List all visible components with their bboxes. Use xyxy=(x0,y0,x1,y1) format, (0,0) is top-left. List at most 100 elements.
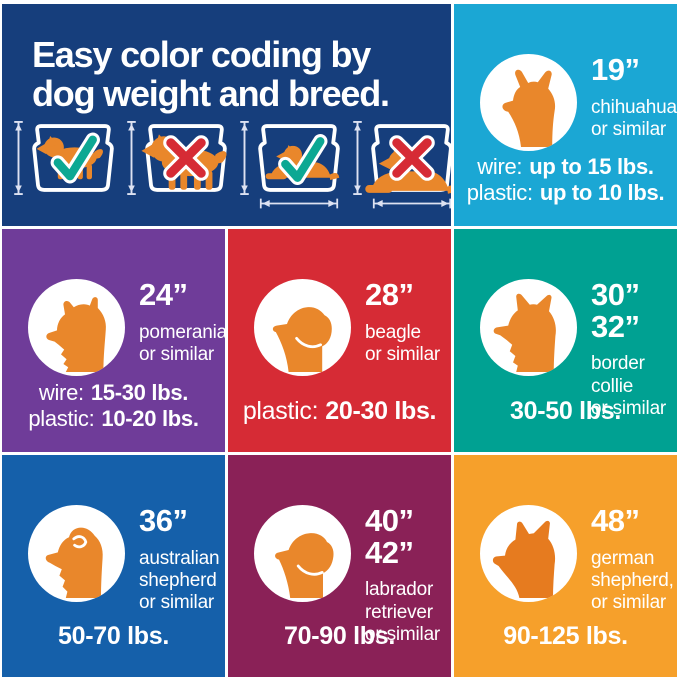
crate-standing-dog-fit-icon xyxy=(32,124,114,192)
weight-value: up to 10 lbs. xyxy=(539,180,665,206)
breed-line: or similar xyxy=(365,624,441,646)
breed-line: pomeranian xyxy=(139,321,225,343)
breed-circle xyxy=(480,54,577,151)
crate-size: 48” xyxy=(591,503,640,538)
weight-value: 30-50 lbs. xyxy=(510,396,621,425)
panel-grid: Easy color coding by dog weight and bree… xyxy=(2,4,677,677)
crate-size: 28” xyxy=(365,277,414,312)
crate-lying-dog-fit-icon xyxy=(258,124,340,192)
breed-circle xyxy=(480,505,577,602)
breed-name: labrador retriever or similar xyxy=(365,579,440,646)
breed-line: australian xyxy=(139,547,220,569)
australian-shepherd-icon xyxy=(45,527,103,598)
breed-circle xyxy=(28,279,125,376)
x-icon xyxy=(389,135,435,181)
breed-line: chihuahua xyxy=(591,96,677,118)
breed-line: shepherd, xyxy=(591,570,674,592)
check-icon xyxy=(50,132,100,184)
panel-australian-shepherd: 36” australian shepherd or similar 50-70 l… xyxy=(2,455,225,677)
breed-line: or similar xyxy=(365,344,441,366)
crate-example-standing-ok xyxy=(13,120,119,196)
crate-size: 24” xyxy=(139,277,188,312)
crate-size: 36” xyxy=(139,503,188,538)
breed-name: beagle or similar xyxy=(365,322,440,367)
breed-name: german shepherd, or similar xyxy=(591,548,674,615)
weight-value: up to 15 lbs. xyxy=(529,154,654,180)
german-shepherd-icon xyxy=(492,520,555,598)
weight-range: plastic: 20-30 lbs. xyxy=(228,397,451,427)
crate-size: 40” xyxy=(365,503,414,538)
panel-labrador-retriever: 40” 42” labrador retriever or similar 70-9… xyxy=(228,455,451,677)
panel-beagle: 28” beagle or similar plastic: 20-30 lbs. xyxy=(228,229,451,452)
crate-type-label: wire: xyxy=(477,154,523,180)
panel-pomeranian: 24” pomeranianor similar wire:15-30 lbs.… xyxy=(2,229,225,452)
panel-german-shepherd: 48” german shepherd, or similar 90-125 lbs… xyxy=(454,455,677,677)
crate-standing-dog-too-big-icon xyxy=(141,124,227,192)
check-icon xyxy=(278,134,328,185)
border-collie-icon xyxy=(493,293,556,372)
crate-example-standing-bad xyxy=(126,120,232,196)
crate-size-2: 42” xyxy=(365,534,414,570)
breed-name: pomeranianor similar xyxy=(139,322,225,367)
panel-border-collie: 30” 32” border collie or similar 30-50 lbs… xyxy=(454,229,677,452)
breed-circle xyxy=(254,279,351,376)
length-arrow-icon xyxy=(372,198,451,209)
panel-chihuahua: 19” chihuahua or similar wire: up to 15 lb… xyxy=(454,4,677,226)
weight-value: 70-90 lbs. xyxy=(284,621,395,650)
length-arrow-icon xyxy=(259,198,339,209)
crate-type-label: plastic: xyxy=(466,180,533,206)
weight-value: 10-20 lbs. xyxy=(101,406,199,432)
weight-range: 70-90 lbs. xyxy=(228,622,451,652)
x-icon xyxy=(163,135,209,181)
page-title: Easy color coding by dog weight and bree… xyxy=(2,4,451,114)
title-panel: Easy color coding by dog weight and bree… xyxy=(2,4,451,226)
weight-range: 30-50 lbs. xyxy=(454,397,677,427)
crate-size-2: 32” xyxy=(591,308,640,344)
breed-circle xyxy=(254,505,351,602)
weight-value: 50-70 lbs. xyxy=(58,621,169,650)
breed-line: or similar xyxy=(591,119,667,141)
breed-line: german xyxy=(591,547,655,569)
weight-range: 90-125 lbs. xyxy=(454,622,677,652)
height-arrow-icon xyxy=(127,120,136,196)
breed-name: australian shepherd or similar xyxy=(139,547,220,615)
crate-example-lying-ok xyxy=(239,120,345,210)
breed-circle xyxy=(28,505,125,602)
breed-line: retriever xyxy=(365,601,433,623)
crate-example-lying-bad xyxy=(352,120,451,210)
weight-range: wire: 15-30 lbs. plastic: 10-20 lbs. xyxy=(2,380,225,432)
breed-line: shepherd xyxy=(139,570,217,592)
title-line-1: Easy color coding by xyxy=(32,34,371,75)
crate-type-label: plastic: xyxy=(28,406,95,432)
breed-line: beagle xyxy=(365,321,421,343)
labrador-retriever-icon xyxy=(274,532,334,598)
breed-line: or similar xyxy=(591,592,667,614)
breed-line: collie xyxy=(591,375,634,397)
crate-size: 19” xyxy=(591,52,640,87)
weight-range: 50-70 lbs. xyxy=(2,622,225,652)
crate-lying-dog-too-big-icon xyxy=(365,124,451,194)
breed-line: labrador xyxy=(365,579,434,601)
weight-value: 20-30 lbs. xyxy=(325,396,437,425)
crate-type-label: wire: xyxy=(38,380,84,406)
weight-value: 90-125 lbs. xyxy=(503,621,628,650)
breed-line: or similar xyxy=(139,344,215,366)
height-arrow-icon xyxy=(240,120,249,196)
breed-name: border collie or similar xyxy=(591,353,666,420)
title-line-2: dog weight and breed. xyxy=(32,72,390,114)
crate-fit-diagram xyxy=(13,120,451,210)
chihuahua-icon xyxy=(501,69,555,147)
beagle-icon xyxy=(272,306,332,372)
weight-range: wire: up to 15 lbs. plastic: up to 10 lbs. xyxy=(454,154,677,206)
breed-circle xyxy=(480,279,577,376)
crate-size: 30” xyxy=(591,277,640,312)
breed-name: chihuahua or similar xyxy=(591,97,677,142)
crate-type-label: plastic: xyxy=(242,396,319,425)
height-arrow-icon xyxy=(353,120,362,196)
breed-line: or similar xyxy=(139,592,215,614)
weight-value: 15-30 lbs. xyxy=(90,380,189,406)
height-arrow-icon xyxy=(14,120,23,196)
breed-line: border xyxy=(591,353,645,375)
pomeranian-icon xyxy=(45,296,106,372)
